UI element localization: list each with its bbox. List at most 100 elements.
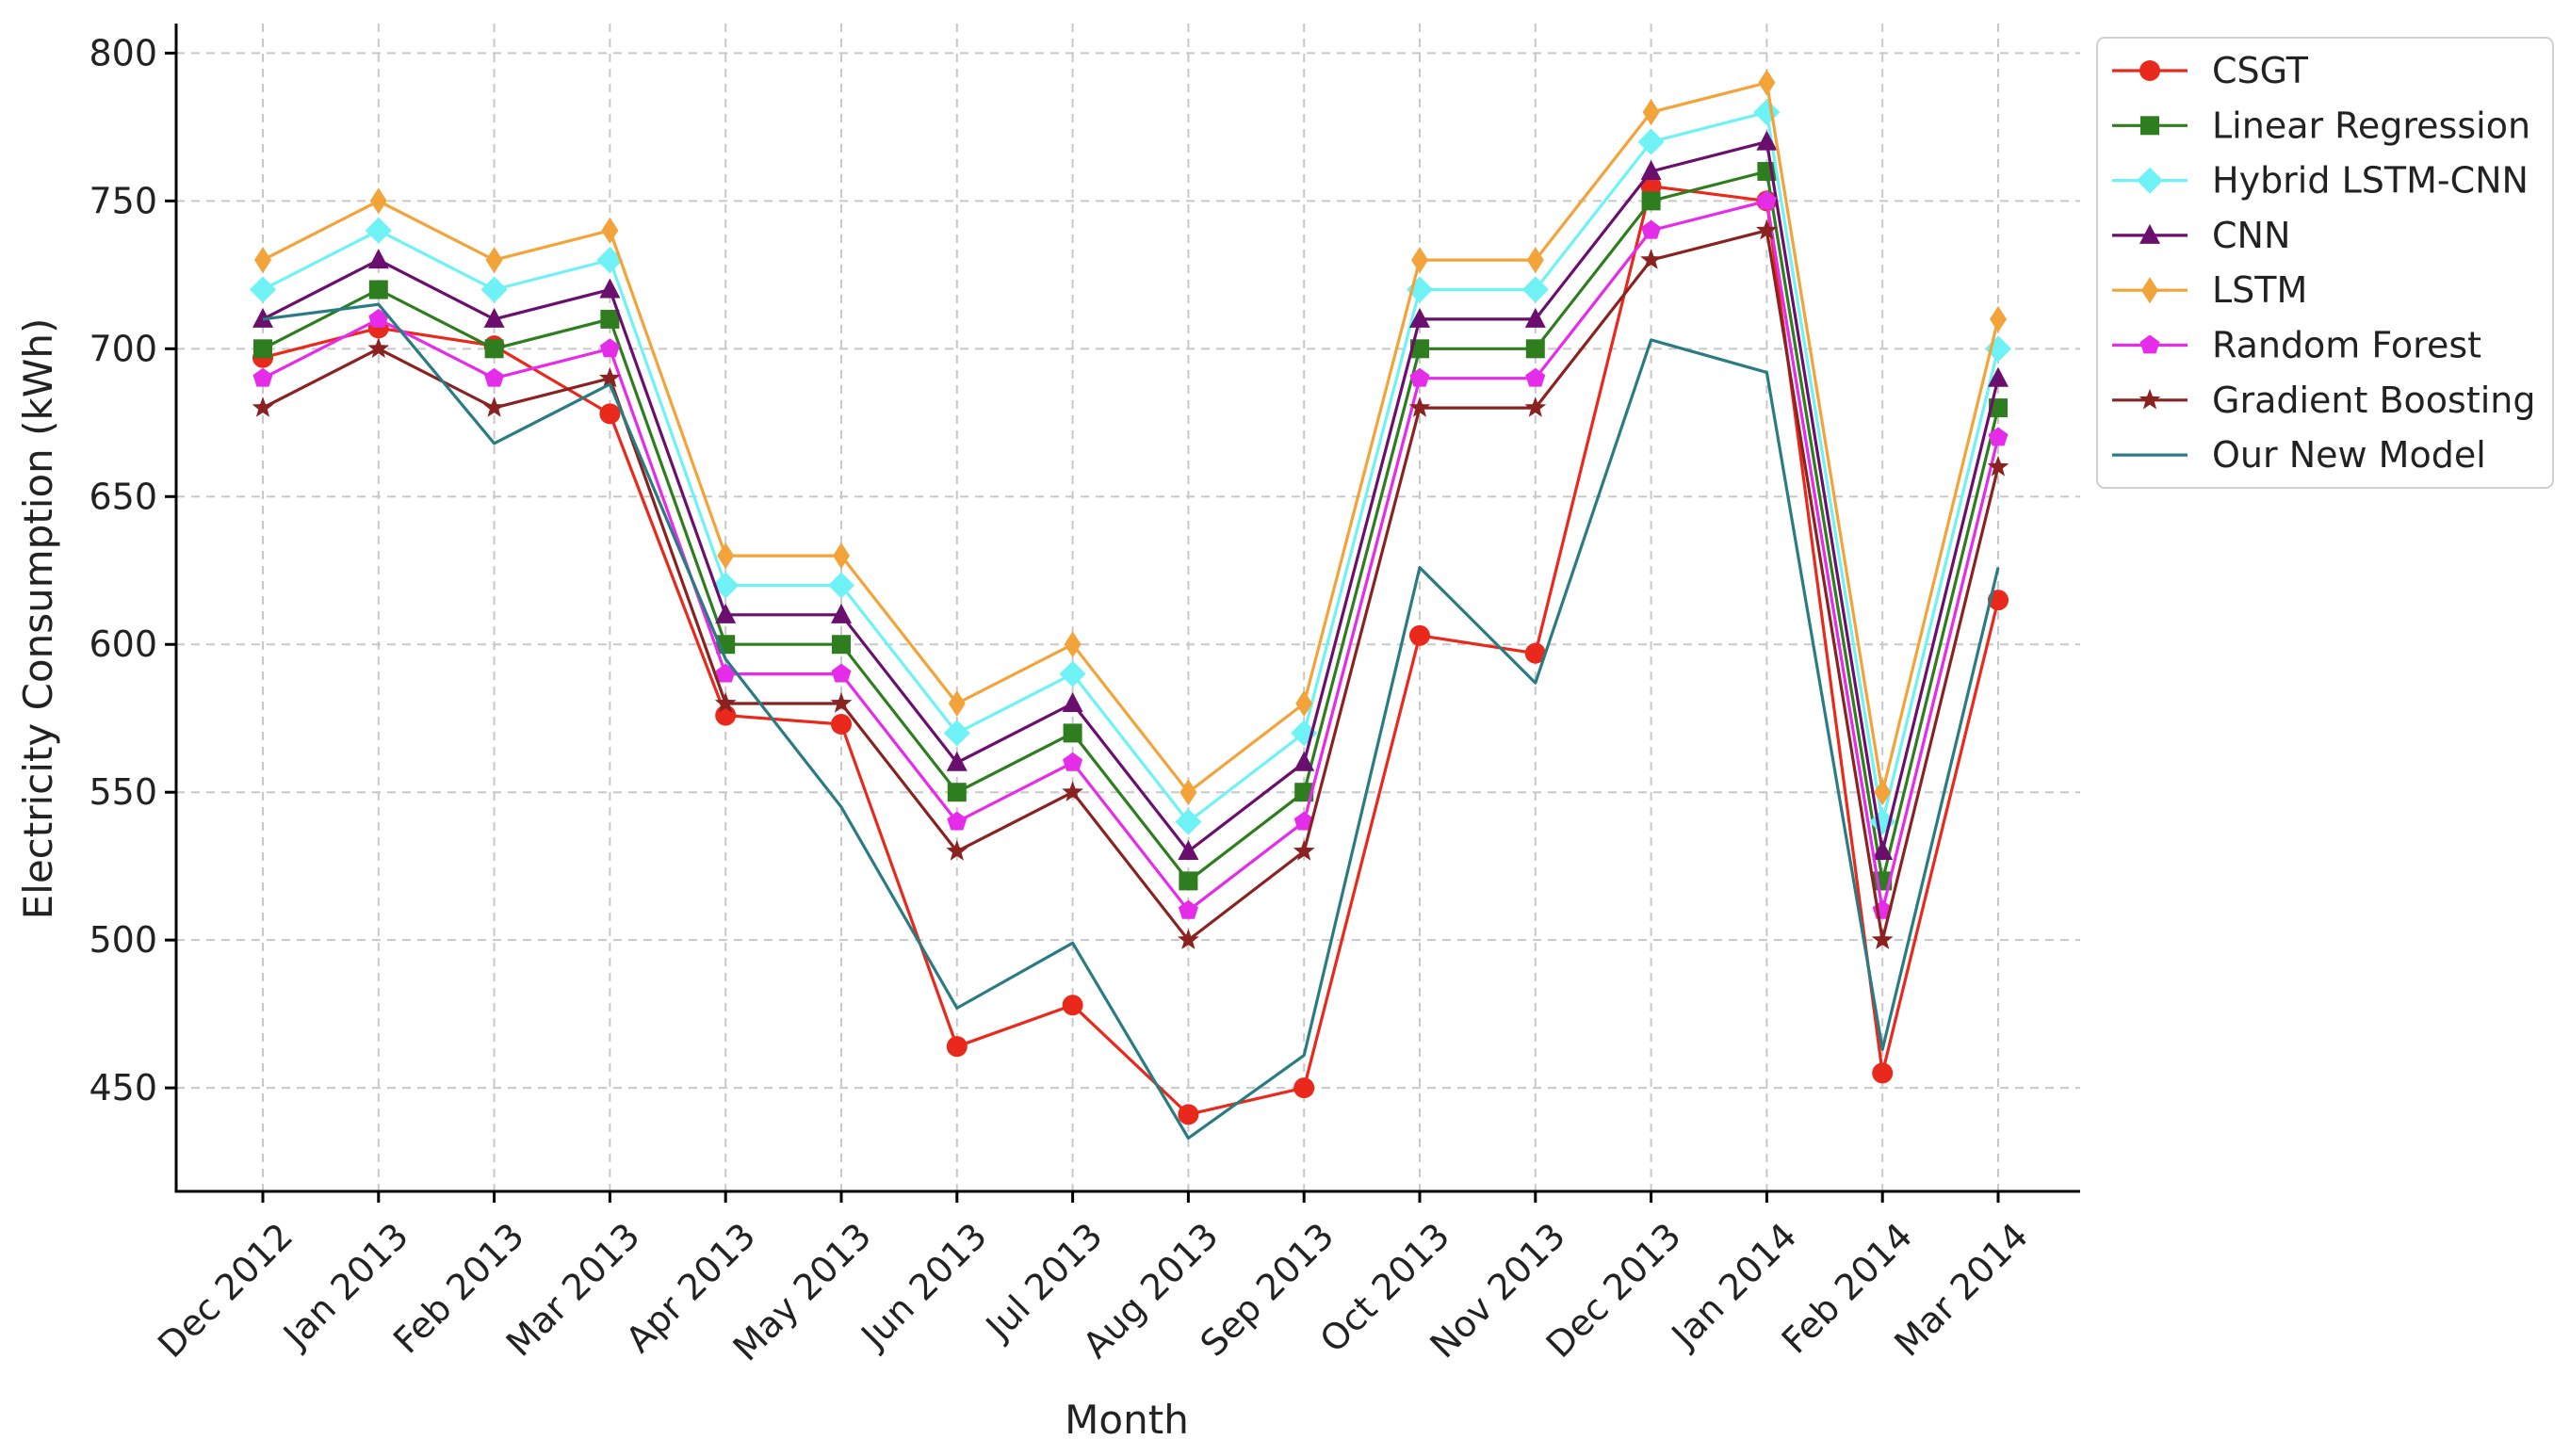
data-point-linear-regression [484,339,504,359]
series-hybrid-lstm-cnn [250,99,2011,835]
data-point-hybrid-lstm-cnn [1521,276,1549,303]
series-line-csgt [262,185,2000,1117]
legend-marker [2139,223,2160,244]
data-point-hybrid-lstm-cnn [250,276,276,303]
data-point-lstm [1411,247,1428,274]
data-point-random-forest [715,663,736,683]
series-gradient-boosting [252,218,2009,949]
data-point-gradient-boosting [1293,840,1315,861]
y-tick-label: 550 [89,771,157,813]
series-cnn [252,130,2009,860]
data-point-csgt [1409,624,1430,646]
data-point-random-forest [947,811,968,831]
legend-item-our-new-model: Our New Model [2112,434,2486,476]
data-point-random-forest [368,308,389,328]
data-point-cnn [1409,307,1430,328]
data-point-lstm [717,542,735,570]
legend-label: Hybrid LSTM-CNN [2212,160,2529,202]
y-tick-label: 750 [89,180,157,221]
y-tick-label: 500 [89,919,157,961]
legend-item-csgt: CSGT [2112,50,2309,91]
series-csgt [252,175,2009,1125]
series-our-new-model [262,302,2000,1141]
data-point-gradient-boosting [1640,249,1662,269]
data-point-cnn [946,751,968,771]
data-point-lstm [1642,99,1660,126]
x-tick-label: Dec 2012 [150,1215,301,1366]
data-point-lstm [1526,247,1544,274]
data-point-hybrid-lstm-cnn [480,276,508,303]
data-point-random-forest [599,338,620,358]
series-line-random-forest [262,199,2000,913]
series-lstm [254,69,2007,806]
data-point-hybrid-lstm-cnn [1637,128,1665,155]
legend: CSGT Linear Regression Hybrid LSTM-CNN CNN L… [2096,37,2554,489]
data-point-cnn [831,603,852,623]
data-point-random-forest [1409,367,1430,387]
data-point-cnn [1756,130,1778,151]
data-point-cnn [1524,307,1546,328]
legend-box [2096,37,2554,489]
data-point-gradient-boosting [1178,929,1199,949]
data-point-cnn [1988,366,2009,387]
series-line-linear-regression [262,170,2000,883]
legend-label: Random Forest [2212,325,2481,366]
data-point-linear-regression [368,280,388,299]
data-point-lstm [254,247,271,274]
legend-item-random-forest: Random Forest [2112,325,2481,366]
data-point-random-forest [484,367,505,387]
y-tick-label: 650 [89,476,157,517]
legend-item-gradient-boosting: Gradient Boosting [2112,380,2536,421]
data-point-lstm [1295,690,1313,718]
data-point-hybrid-lstm-cnn [943,720,970,747]
data-point-hybrid-lstm-cnn [1753,99,1781,126]
y-tick-label: 600 [89,623,157,665]
data-point-hybrid-lstm-cnn [1175,808,1202,835]
series-line-gradient-boosting [262,229,2000,942]
data-point-csgt [1640,175,1662,197]
data-point-gradient-boosting [946,840,968,861]
legend-marker [2140,116,2159,136]
data-point-linear-regression [832,635,851,655]
data-point-linear-regression [1410,339,1429,359]
data-point-linear-regression [1525,339,1545,359]
data-point-random-forest [1063,752,1083,771]
data-point-cnn [483,307,505,328]
legend-item-linear-regression: Linear Regression [2112,105,2530,146]
legend-marker [2137,167,2163,194]
data-point-lstm [369,187,387,215]
data-point-random-forest [1756,190,1777,210]
legend-marker [2139,60,2160,81]
data-point-gradient-boosting [1062,781,1083,801]
data-point-csgt [1293,1077,1315,1099]
data-point-lstm [1990,305,2007,332]
data-point-cnn [1178,839,1199,860]
data-point-cnn [1872,839,1894,860]
data-point-cnn [1062,692,1083,713]
data-point-linear-regression [253,339,272,359]
data-point-cnn [1293,751,1315,771]
data-point-lstm [485,247,503,274]
data-point-gradient-boosting [599,366,621,388]
data-point-gradient-boosting [483,396,505,417]
data-point-hybrid-lstm-cnn [365,217,392,244]
data-point-cnn [367,249,389,269]
data-point-lstm [833,542,850,570]
data-point-gradient-boosting [252,396,274,417]
data-point-linear-regression [1641,191,1661,211]
data-point-csgt [599,403,621,425]
data-point-lstm [948,690,966,718]
data-point-lstm [601,217,619,244]
data-point-cnn [599,278,621,299]
legend-label: Our New Model [2212,434,2486,476]
legend-marker [2139,388,2161,410]
series-layer [250,69,2011,1141]
axes [174,24,2080,1193]
series-line-cnn [262,140,2000,853]
data-point-random-forest [1525,367,1546,387]
data-point-linear-regression [1179,871,1198,891]
legend-marker [2141,277,2158,304]
data-point-linear-regression [600,309,620,329]
y-tick-label: 800 [89,32,157,73]
